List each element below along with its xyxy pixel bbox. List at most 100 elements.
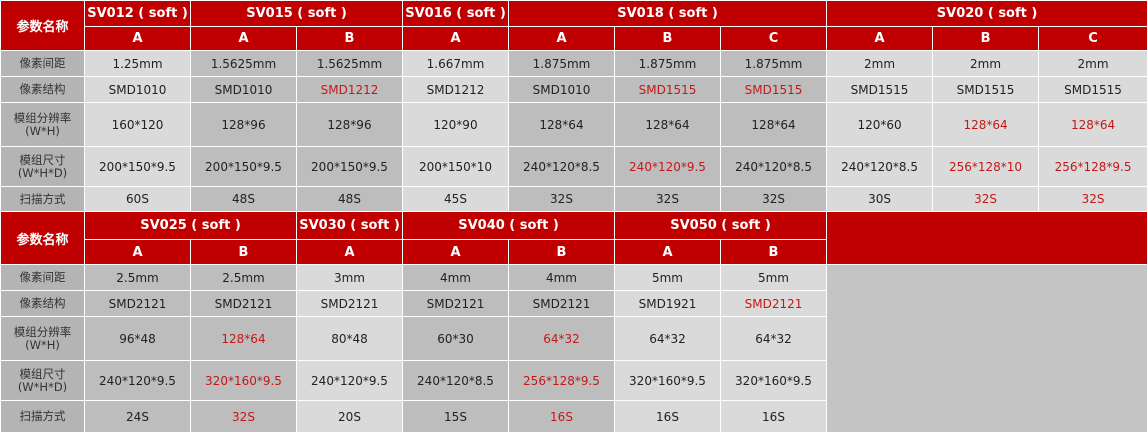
spec-cell: 5mm xyxy=(720,264,827,291)
spec-cell: SMD1010 xyxy=(508,76,615,103)
variant-header: B xyxy=(508,239,615,265)
spec-table-2: 参数名称 SV025 ( soft ) SV030 ( soft ) SV040 ( … xyxy=(0,211,1147,433)
series-header: SV020 ( soft ) xyxy=(826,0,1147,27)
spec-cell: 30S xyxy=(826,186,934,212)
variant-header: C xyxy=(719,26,828,51)
param-name-header: 参数名称 xyxy=(0,0,85,51)
spec-cell: 1.5625mm xyxy=(190,50,297,77)
series-header: SV012 ( soft ) xyxy=(84,0,191,27)
spec-cell: 60S xyxy=(84,186,191,212)
spec-cell: 48S xyxy=(190,186,297,212)
spec-cell: 20S xyxy=(296,400,403,433)
row-label: 模组尺寸 (W*H*D) xyxy=(0,146,85,187)
table-row: 模组尺寸 (W*H*D) 200*150*9.5 200*150*9.5 200*150… xyxy=(0,146,1147,187)
blank-area xyxy=(825,264,1147,433)
spec-cell: SMD1010 xyxy=(84,76,191,103)
spec-cell: SMD2121 xyxy=(190,290,297,317)
variant-header: B xyxy=(190,239,297,265)
variant-header: A xyxy=(614,239,721,265)
series-header: SV016 ( soft ) xyxy=(402,0,509,27)
spec-cell: 48S xyxy=(296,186,403,212)
spec-cell: 64*32 xyxy=(614,316,721,361)
spec-cell: SMD2121 xyxy=(296,290,403,317)
spec-cell: 32S xyxy=(1038,186,1147,212)
spec-cell: 16S xyxy=(508,400,615,433)
spec-cell: 200*150*9.5 xyxy=(84,146,191,187)
series-header: SV025 ( soft ) xyxy=(84,211,297,240)
spec-cell: SMD2121 xyxy=(720,290,827,317)
spec-cell: 128*64 xyxy=(932,102,1040,147)
variant-header: A xyxy=(402,239,509,265)
variant-header: A xyxy=(402,26,509,51)
param-name-header: 参数名称 xyxy=(0,211,85,265)
spec-cell: 240*120*8.5 xyxy=(826,146,934,187)
spec-cell: 32S xyxy=(719,186,828,212)
row-label: 扫描方式 xyxy=(0,400,85,433)
spec-cell: 2mm xyxy=(1038,50,1147,77)
variant-header: A xyxy=(296,239,403,265)
spec-cell: 160*120 xyxy=(84,102,191,147)
spec-cell: 32S xyxy=(190,400,297,433)
spec-cell: 16S xyxy=(720,400,827,433)
spec-cell: 240*120*9.5 xyxy=(296,360,403,401)
spec-cell: SMD1212 xyxy=(402,76,509,103)
header-row-series: 参数名称 SV025 ( soft ) SV030 ( soft ) SV040 ( … xyxy=(0,211,1147,265)
spec-cell: 1.5625mm xyxy=(296,50,403,77)
spec-cell: 128*64 xyxy=(1038,102,1147,147)
table-row: 像素间距 2.5mm 2.5mm 3mm 4mm 4mm 5mm 5mm xyxy=(0,264,1147,433)
spec-cell: 128*96 xyxy=(190,102,297,147)
spec-cell: 1.875mm xyxy=(614,50,721,77)
spec-cell: 120*90 xyxy=(402,102,509,147)
spec-cell: SMD1515 xyxy=(826,76,934,103)
variant-header: A xyxy=(84,26,191,51)
spec-cell: 16S xyxy=(614,400,721,433)
spec-cell: 256*128*9.5 xyxy=(1038,146,1147,187)
spec-cell: 64*32 xyxy=(508,316,615,361)
spec-cell: 64*32 xyxy=(720,316,827,361)
table-row: 扫描方式 24S 32S 20S 15S 16S 16S 16S xyxy=(0,400,1147,433)
spec-cell: 320*160*9.5 xyxy=(614,360,721,401)
spec-cell: SMD2121 xyxy=(84,290,191,317)
spec-cell: 96*48 xyxy=(84,316,191,361)
spec-cell: 1.667mm xyxy=(402,50,509,77)
variant-header: A xyxy=(84,239,191,265)
series-header: SV015 ( soft ) xyxy=(190,0,403,27)
table-row: 模组分辨率 (W*H) 160*120 128*96 128*96 120*90 128*6… xyxy=(0,102,1147,147)
spec-cell: 2.5mm xyxy=(190,264,297,291)
spec-cell: 32S xyxy=(932,186,1040,212)
spec-cell: 240*120*8.5 xyxy=(402,360,509,401)
spec-cell: 256*128*9.5 xyxy=(508,360,615,401)
row-label: 像素间距 xyxy=(0,264,85,291)
table-row: 模组分辨率 (W*H) 96*48 128*64 80*48 60*30 64*32 64*3… xyxy=(0,316,1147,361)
spec-cell: 80*48 xyxy=(296,316,403,361)
row-label: 模组尺寸 (W*H*D) xyxy=(0,360,85,401)
spec-cell: SMD2121 xyxy=(402,290,509,317)
variant-header: B xyxy=(720,239,827,265)
spec-cell: 15S xyxy=(402,400,509,433)
variant-header: A xyxy=(508,26,615,51)
table-row: 模组尺寸 (W*H*D) 240*120*9.5 320*160*9.5 240*120… xyxy=(0,360,1147,401)
variant-header: A xyxy=(826,26,934,51)
spec-cell: 2mm xyxy=(932,50,1040,77)
variant-header: B xyxy=(296,26,403,51)
spec-table-1: 参数名称 SV012 ( soft ) SV015 ( soft ) SV016 ( … xyxy=(0,0,1147,212)
table-row: 扫描方式 60S 48S 48S 45S 32S 32S 32S 30S 32S 32S xyxy=(0,186,1147,212)
series-header: SV050 ( soft ) xyxy=(614,211,827,240)
spec-cell: 256*128*10 xyxy=(932,146,1040,187)
spec-cell: 240*120*8.5 xyxy=(508,146,615,187)
variant-header: B xyxy=(932,26,1040,51)
spec-cell: SMD1921 xyxy=(614,290,721,317)
series-header: SV040 ( soft ) xyxy=(402,211,615,240)
row-label: 像素间距 xyxy=(0,50,85,77)
spec-cell: SMD1515 xyxy=(1038,76,1147,103)
row-label: 像素结构 xyxy=(0,76,85,103)
series-header: SV030 ( soft ) xyxy=(296,211,403,240)
spec-cell: 45S xyxy=(402,186,509,212)
spec-cell: 120*60 xyxy=(826,102,934,147)
spec-cell: 320*160*9.5 xyxy=(190,360,297,401)
spec-cell: 4mm xyxy=(402,264,509,291)
spec-cell: 128*64 xyxy=(614,102,721,147)
row-label: 模组分辨率 (W*H) xyxy=(0,316,85,361)
spec-cell: SMD1212 xyxy=(296,76,403,103)
